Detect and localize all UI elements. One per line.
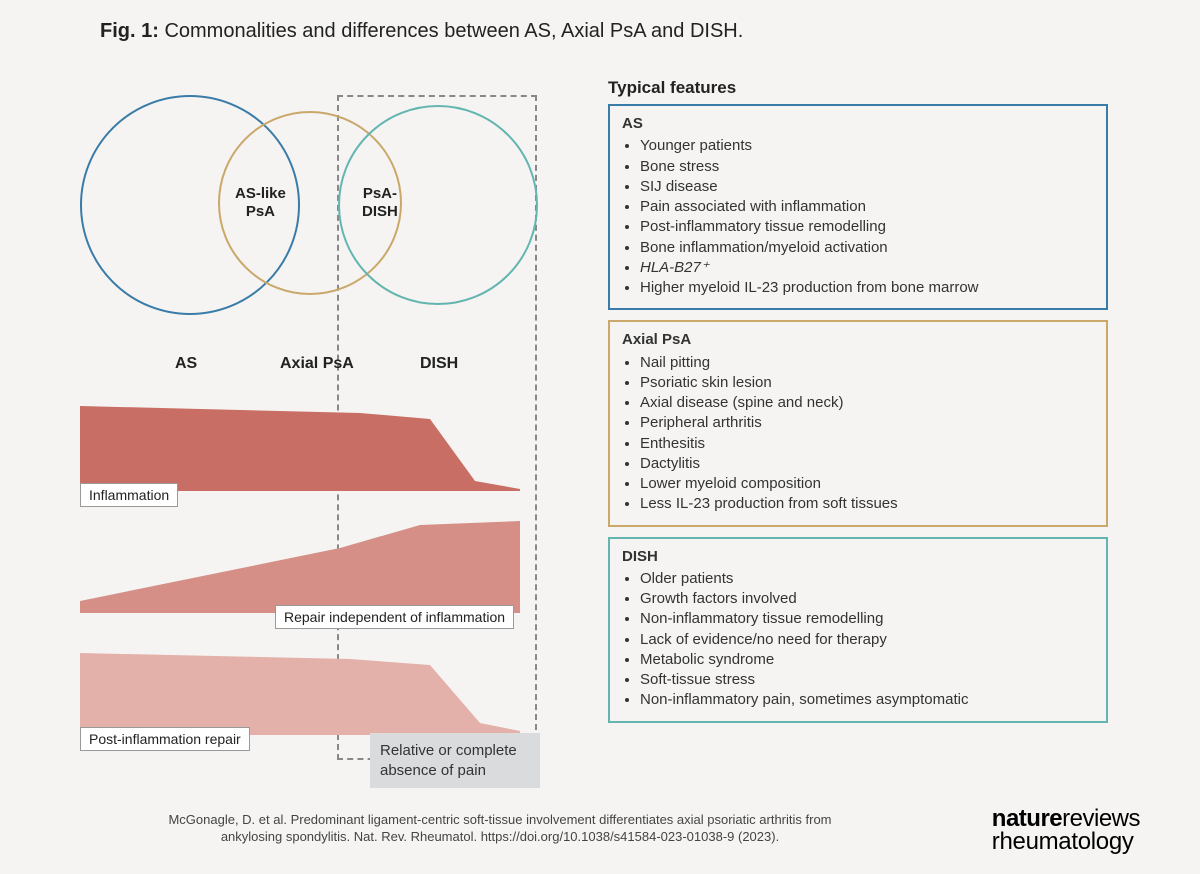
venn-bottom-label-0: AS [175,355,197,373]
as-box-item-1: Bone stress [640,157,1094,177]
venn-inner-label-1: PsA-DISH [362,185,398,221]
figure-title-text: Commonalities and differences between AS… [164,20,743,42]
axial-psa-box-item-2: Axial disease (spine and neck) [640,393,1094,413]
venn-diagram: AS-likePsA PsA-DISH [80,75,590,355]
dish-box-title: DISH [622,547,1094,567]
axial-psa-box-title: Axial PsA [622,330,1094,350]
figure-title-prefix: Fig. 1: [100,20,159,42]
post-inflammation-area-callout: Post-inflammation repair [80,727,250,751]
axial-psa-box-item-1: Psoriatic skin lesion [640,373,1094,393]
as-box-item-6: HLA-B27⁺ [640,258,1094,278]
as-box-item-5: Bone inflammation/myeloid activation [640,238,1094,258]
axial-psa-box-item-0: Nail pitting [640,353,1094,373]
absence-of-pain-box: Relative or completeabsence of pain [370,733,540,788]
axial-psa-box-list: Nail pittingPsoriatic skin lesionAxial d… [622,353,1094,515]
as-box-title: AS [622,114,1094,134]
axial-psa-box-item-6: Lower myeloid composition [640,474,1094,494]
axial-psa-box: Axial PsA Nail pittingPsoriatic skin lesi… [608,320,1108,526]
post-inflammation-area: Post-inflammation repair [80,625,520,735]
axial-psa-box-item-3: Peripheral arthritis [640,413,1094,433]
dish-box-item-5: Soft-tissue stress [640,670,1094,690]
as-box-item-2: SIJ disease [640,177,1094,197]
dish-box-item-0: Older patients [640,569,1094,589]
figure-title: Fig. 1: Commonalities and differences be… [100,20,743,43]
right-column: Typical features ASYounger patientsBone … [608,78,1108,733]
venn-bottom-labels: AS Axial PsA DISH [80,355,590,381]
feature-boxes-container: ASYounger patientsBone stressSIJ disease… [608,104,1108,723]
as-box: ASYounger patientsBone stressSIJ disease… [608,104,1108,310]
citation-text: McGonagle, D. et al. Predominant ligamen… [140,812,860,846]
dish-box-item-1: Growth factors involved [640,589,1094,609]
as-box-item-7: Higher myeloid IL-23 production from bon… [640,278,1094,298]
as-box-item-0: Younger patients [640,136,1094,156]
dish-box-item-4: Metabolic syndrome [640,650,1094,670]
dish-box-list: Older patientsGrowth factors involvedNon… [622,569,1094,711]
dish-box-item-3: Lack of evidence/no need for therapy [640,630,1094,650]
journal-logo: naturereviews rheumatology [992,808,1140,854]
venn-bottom-label-1: Axial PsA [280,355,354,373]
as-box-list: Younger patientsBone stressSIJ diseasePa… [622,136,1094,298]
inflammation-area: Inflammation [80,381,520,491]
typical-features-header: Typical features [608,78,1108,98]
as-box-item-3: Pain associated with inflammation [640,197,1094,217]
venn-inner-label-0: AS-likePsA [235,185,286,221]
dish-box: DISHOlder patientsGrowth factors involve… [608,537,1108,723]
axial-psa-box-item-7: Less IL-23 production from soft tissues [640,494,1094,514]
logo-line2: rheumatology [992,831,1140,854]
axial-psa-box-item-5: Dactylitis [640,454,1094,474]
axial-psa-box-item-4: Enthesitis [640,434,1094,454]
dish-box-item-2: Non-inflammatory tissue remodelling [640,609,1094,629]
venn-bottom-label-2: DISH [420,355,458,373]
as-box-item-4: Post-inflammatory tissue remodelling [640,217,1094,237]
left-column: AS-likePsA PsA-DISH AS Axial PsA DISH Infla… [80,75,590,775]
dish-box-item-6: Non-inflammatory pain, sometimes asympto… [640,690,1094,710]
repair-independent-area: Repair independent of inflammation [80,503,520,613]
area-bands: Inflammation Repair independent of inflam… [80,381,590,735]
